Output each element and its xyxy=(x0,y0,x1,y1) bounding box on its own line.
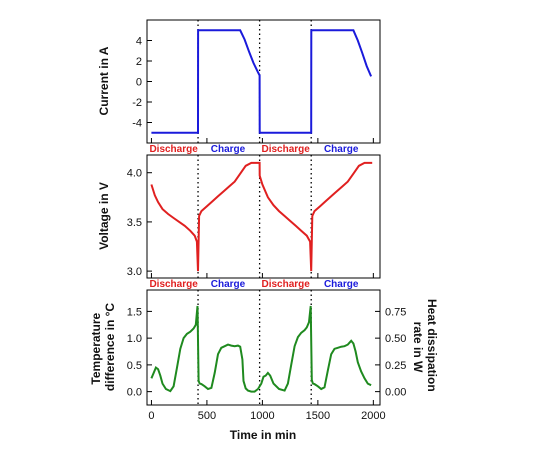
current-boundaries xyxy=(197,20,312,143)
phase-label-charge: Charge xyxy=(324,279,359,290)
temperature-panel: 1.5 1.0 0.5 0.0 0.75 0.50 0.25 0.00 0 500 1000 15… xyxy=(89,289,439,442)
current-panel: 4 2 0 -2 -4 Current in A xyxy=(97,19,381,144)
current-y-tick-label: 2 xyxy=(136,56,142,68)
current-y-tick-label: 0 xyxy=(136,77,142,89)
phase-label-charge: Charge xyxy=(324,144,359,155)
x-tick-label: 0 xyxy=(148,410,154,422)
phase-labels-row-2: Discharge Charge Discharge Charge xyxy=(149,279,358,290)
temperature-y-tick-label: 0.0 xyxy=(127,387,142,399)
current-plot-frame xyxy=(146,19,381,144)
voltage-series-line xyxy=(150,161,373,272)
temperature-y-tick-label: 0.5 xyxy=(127,360,142,372)
voltage-y-tick-label: 3.0 xyxy=(127,266,142,278)
voltage-boundaries xyxy=(197,155,312,278)
voltage-y-tick-label: 3.5 xyxy=(127,217,142,229)
current-series-line xyxy=(151,29,373,134)
voltage-y-axis-label: Voltage in V xyxy=(97,182,111,250)
voltage-y-tick-label: 4.0 xyxy=(127,168,142,180)
x-tick-label: 2000 xyxy=(361,410,385,422)
temperature-x-ticks: 0 500 1000 1500 2000 xyxy=(148,400,386,422)
voltage-x-ticks xyxy=(150,273,374,278)
heat-y2-ticks: 0.75 0.50 0.25 0.00 xyxy=(375,306,406,399)
phase-label-discharge: Discharge xyxy=(262,279,311,290)
voltage-panel: 4.0 3.5 3.0 Voltage in V xyxy=(97,154,381,279)
temperature-y-axis-label-line-2: difference in °C xyxy=(103,303,117,391)
voltage-plot-frame xyxy=(146,154,381,279)
voltage-y-ticks: 4.0 3.5 3.0 xyxy=(127,168,152,278)
phase-labels-row-1: Discharge Charge Discharge Charge xyxy=(149,144,358,155)
heat-y2-axis-label-line-1: Heat dissipation xyxy=(425,299,439,392)
phase-label-discharge: Discharge xyxy=(149,144,198,155)
temperature-y-tick-label: 1.0 xyxy=(127,333,142,345)
x-tick-label: 1500 xyxy=(306,410,330,422)
phase-label-charge: Charge xyxy=(211,144,246,155)
heat-y2-axis-label: Heat dissipation rate in W xyxy=(411,299,439,395)
x-axis-label: Time in min xyxy=(230,428,296,442)
temperature-y-tick-label: 1.5 xyxy=(127,306,142,318)
phase-label-discharge: Discharge xyxy=(262,144,311,155)
phase-label-charge: Charge xyxy=(211,279,246,290)
heat-y2-axis-label-line-2: rate in W xyxy=(411,322,425,373)
x-tick-label: 1000 xyxy=(250,410,274,422)
current-x-ticks xyxy=(150,138,374,143)
temperature-series-line xyxy=(150,305,372,393)
heat-y2-tick-label: 0.75 xyxy=(385,306,406,318)
heat-y2-tick-label: 0.00 xyxy=(385,387,406,399)
current-y-tick-label: -2 xyxy=(132,97,142,109)
temperature-y-axis-label: Temperature difference in °C xyxy=(89,303,117,391)
temperature-plot-frame xyxy=(146,289,381,406)
heat-y2-tick-label: 0.25 xyxy=(385,360,406,372)
x-tick-label: 500 xyxy=(198,410,216,422)
temperature-y-axis-label-line-1: Temperature xyxy=(89,312,103,384)
temperature-y-ticks: 1.5 1.0 0.5 0.0 xyxy=(127,306,152,399)
heat-y2-tick-label: 0.50 xyxy=(385,333,406,345)
current-y-tick-label: -4 xyxy=(132,118,142,130)
current-y-ticks: 4 2 0 -2 -4 xyxy=(132,36,152,130)
current-y-tick-label: 4 xyxy=(136,36,142,48)
current-y-axis-label: Current in A xyxy=(97,46,111,115)
phase-label-discharge: Discharge xyxy=(149,279,198,290)
